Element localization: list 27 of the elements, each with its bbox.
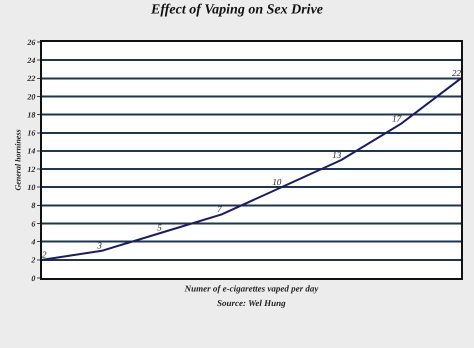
- x-axis-title: Numer of e-cigarettes vaped per day: [184, 283, 320, 294]
- chart-title: Effect of Vaping on Sex Drive: [150, 2, 324, 18]
- data-label: 13: [332, 150, 342, 160]
- y-tick-label: 2: [30, 256, 36, 265]
- y-tick-label: 8: [31, 201, 36, 210]
- line-series: [42, 77, 461, 261]
- y-tick-label: 10: [27, 183, 36, 192]
- y-axis-title: General horniness: [14, 129, 23, 191]
- y-tick-label: 22: [26, 74, 36, 84]
- data-label: 17: [392, 113, 402, 124]
- y-tick-label: 4: [30, 237, 36, 246]
- y-tick-label: 0: [31, 274, 36, 283]
- data-label: 7: [217, 204, 222, 214]
- y-tick-label: 26: [26, 38, 36, 47]
- y-tick-label: 20: [26, 92, 36, 102]
- y-tick-label: 16: [27, 128, 36, 138]
- data-label: 10: [272, 176, 282, 187]
- data-label: 2: [42, 250, 47, 260]
- y-tick-label: 24: [26, 56, 36, 65]
- y-tick-label: 12: [27, 164, 36, 174]
- y-tick-label: 14: [27, 146, 36, 156]
- data-label: 3: [96, 240, 102, 251]
- y-tick-label: 18: [27, 110, 36, 120]
- source-note: Source: Wel Hung: [217, 298, 286, 308]
- data-label: 22: [452, 68, 462, 78]
- y-tick-label: 6: [31, 219, 36, 228]
- data-label: 5: [157, 222, 162, 232]
